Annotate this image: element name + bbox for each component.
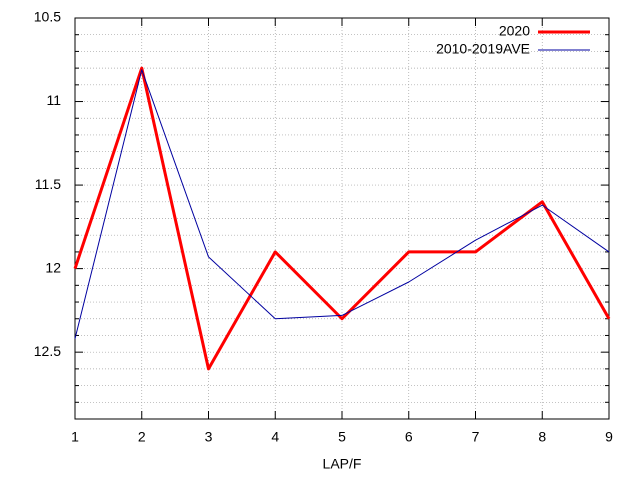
series-line [73, 66, 611, 371]
x-tick-label: 5 [338, 429, 346, 445]
x-tick-label: 8 [538, 429, 546, 445]
x-tick-label: 4 [271, 429, 279, 445]
legend-label: 2010-2019AVE [436, 41, 530, 57]
x-axis-label: LAP/F [323, 456, 362, 472]
x-tick-label: 3 [205, 429, 213, 445]
x-tick-label: 7 [472, 429, 480, 445]
y-tick-label: 10.5 [34, 9, 61, 25]
plot-border [74, 17, 610, 420]
y-tick-label: 12.5 [34, 343, 61, 359]
y-tick-label: 11 [46, 92, 61, 108]
x-tick-label: 1 [71, 429, 79, 445]
x-tick-label: 2 [138, 429, 146, 445]
legend-label: 2020 [499, 23, 530, 39]
x-tick-label: 9 [605, 429, 613, 445]
x-tick-label: 6 [405, 429, 413, 445]
y-tick-label: 11.5 [35, 176, 61, 192]
y-tick-label: 12 [45, 259, 61, 275]
series-line [74, 69, 610, 339]
